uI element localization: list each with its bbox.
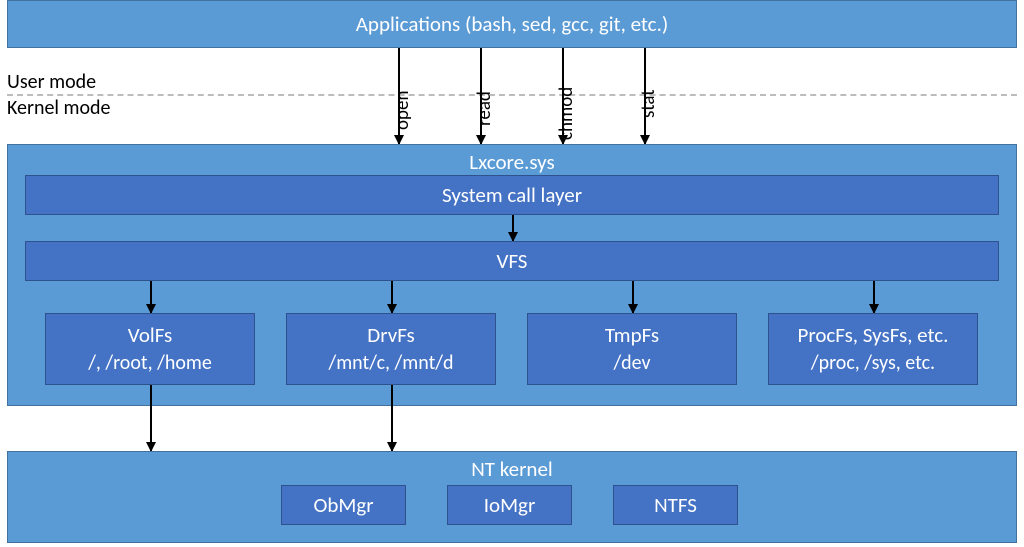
tmpfs-title: TmpFs <box>605 322 659 349</box>
volfs-box: VolFs /, /root, /home <box>45 313 255 385</box>
vfs-box: VFS <box>25 241 999 281</box>
arrow-syscall-vfs <box>512 215 514 241</box>
mode-divider <box>7 94 1017 96</box>
drvfs-box: DrvFs /mnt/c, /mnt/d <box>286 313 496 385</box>
syscall-layer-label: System call layer <box>442 182 582 208</box>
arrow-vfs-procfs <box>873 281 875 313</box>
arrow-volfs-nt <box>150 385 152 451</box>
arrow-vfs-drvfs <box>391 281 393 313</box>
syscall-open-label: open <box>391 91 414 130</box>
drvfs-title: DrvFs <box>367 322 414 349</box>
procfs-title: ProcFs, SysFs, etc. <box>798 322 949 349</box>
procfs-sub: /proc, /sys, etc. <box>811 350 935 376</box>
arrow-vfs-tmpfs <box>632 281 634 313</box>
arrow-vfs-volfs <box>150 281 152 313</box>
ntfs-label: NTFS <box>654 492 697 518</box>
iomgr-box: IoMgr <box>447 485 572 525</box>
vfs-label: VFS <box>497 248 528 274</box>
ntfs-box: NTFS <box>613 485 738 525</box>
ntkernel-label: NT kernel <box>471 456 552 482</box>
obmgr-box: ObMgr <box>281 485 406 525</box>
syscall-layer-box: System call layer <box>25 175 999 215</box>
kernel-mode-label: Kernel mode <box>7 96 111 120</box>
lxcore-label: Lxcore.sys <box>469 149 554 175</box>
obmgr-label: ObMgr <box>313 492 373 518</box>
volfs-title: VolFs <box>128 322 172 349</box>
syscall-read-label: read <box>473 91 496 126</box>
volfs-sub: /, /root, /home <box>88 350 212 376</box>
applications-box: Applications (bash, sed, gcc, git, etc.) <box>7 0 1017 48</box>
user-mode-label: User mode <box>7 70 96 94</box>
syscall-stat-label: stat <box>637 89 660 118</box>
arrow-drvfs-nt <box>391 385 393 451</box>
applications-label: Applications (bash, sed, gcc, git, etc.) <box>356 11 668 37</box>
iomgr-label: IoMgr <box>484 492 536 518</box>
syscall-chmod-label: chmod <box>555 87 578 140</box>
procfs-box: ProcFs, SysFs, etc. /proc, /sys, etc. <box>768 313 978 385</box>
tmpfs-sub: /dev <box>613 350 650 376</box>
drvfs-sub: /mnt/c, /mnt/d <box>328 350 453 376</box>
tmpfs-box: TmpFs /dev <box>527 313 737 385</box>
